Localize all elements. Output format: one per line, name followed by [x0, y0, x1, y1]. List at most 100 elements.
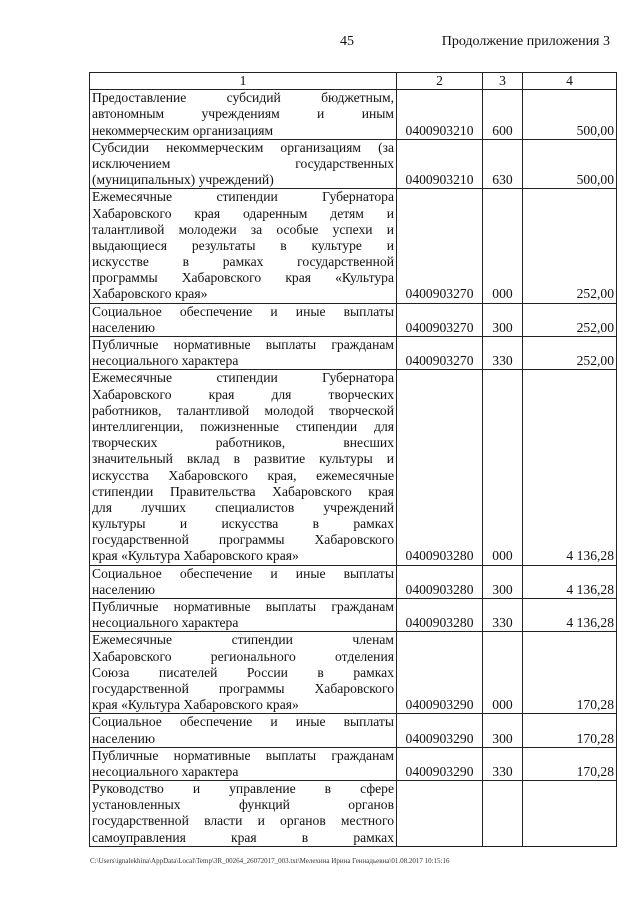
appendix-continuation: Продолжение приложения 3 — [441, 34, 610, 49]
description-line: творческих работников, внесших — [92, 435, 394, 451]
description-line: для лучших специалистов учреждений — [92, 499, 394, 515]
amount: 500,00 — [522, 138, 617, 190]
table-row: Ежемесячные стипендии Губернатора Хабаров… — [89, 188, 617, 304]
row-description: Социальное обеспечение и иные выплаты нас… — [89, 302, 397, 338]
description-line: Публичные нормативные выплаты гражданам — [92, 747, 394, 763]
description-line: значительный вклад в развитие культуры и — [92, 451, 394, 467]
description-line: Публичные нормативные выплаты гражданам — [92, 599, 394, 615]
row-description: Социальное обеспечение и иные выплаты нас… — [89, 713, 397, 748]
description-line: программы Хабаровского края «Культура — [92, 270, 394, 286]
expense-type-code: 600 — [482, 89, 523, 140]
description-line: (муниципальных) учреждений) — [92, 172, 274, 188]
description-line: несоциального характера — [92, 763, 239, 779]
amount: 4 136,28 — [522, 598, 617, 633]
expense-type-code: 300 — [482, 302, 523, 338]
target-item-code: 0400903270 — [396, 302, 483, 338]
column-header-4: 4 — [522, 71, 617, 91]
amount: 252,00 — [522, 302, 617, 338]
description-line: Публичные нормативные выплаты гражданам — [92, 337, 394, 353]
table-row: Субсидии некоммерческим организациям (за… — [89, 138, 617, 190]
description-line: государственной программы Хабаровского — [92, 532, 394, 548]
table-row: Предоставление субсидий бюджетным, автоно… — [89, 89, 617, 140]
row-description: Руководство и управление в сфере установл… — [89, 780, 397, 847]
description-line: Предоставление субсидий бюджетным, — [92, 90, 394, 106]
expense-type-code: 330 — [482, 336, 523, 371]
amount: 500,00 — [522, 89, 617, 140]
page-number: 45 — [340, 34, 354, 49]
target-item-code — [396, 780, 483, 847]
amount — [522, 780, 617, 847]
row-description: Социальное обеспечение и иные выплаты нас… — [89, 564, 397, 600]
table-row: Социальное обеспечение и иные выплаты нас… — [89, 564, 617, 600]
table-row: Руководство и управление в сфере установл… — [89, 780, 617, 847]
budget-table: 1 2 3 4 Предоставление субсидий бюджетны… — [89, 71, 617, 847]
column-header-2: 2 — [396, 71, 483, 91]
amount: 170,28 — [522, 713, 617, 748]
description-line: Ежемесячные стипендии членам — [92, 632, 394, 648]
amount: 170,28 — [522, 746, 617, 782]
description-line: Хабаровского края для творческих — [92, 386, 394, 402]
description-line: несоциального характера — [92, 353, 239, 369]
description-line: интеллигенции, пожизненные стипендии для — [92, 418, 394, 434]
row-description: Ежемесячные стипендии Губернатора Хабаров… — [89, 369, 397, 566]
target-item-code: 0400903280 — [396, 369, 483, 566]
target-item-code: 0400903290 — [396, 631, 483, 715]
row-description: Ежемесячные стипендии членам Хабаровского… — [89, 631, 397, 715]
description-line: населению — [92, 730, 156, 746]
description-line: Ежемесячные стипендии Губернатора — [92, 370, 394, 386]
description-line: культуры и искусства в рамках — [92, 516, 394, 532]
amount: 170,28 — [522, 631, 617, 715]
description-line: талантливой молодежи за особые успехи и — [92, 221, 394, 237]
table-row: Публичные нормативные выплаты гражданам н… — [89, 598, 617, 633]
row-description: Публичные нормативные выплаты гражданам н… — [89, 746, 397, 782]
description-line: выдающиеся результаты в культуре и — [92, 237, 394, 253]
expense-type-code: 000 — [482, 188, 523, 304]
description-line: несоциального характера — [92, 615, 239, 631]
amount: 4 136,28 — [522, 369, 617, 566]
description-line: Социальное обеспечение и иные выплаты — [92, 714, 394, 730]
row-description: Предоставление субсидий бюджетным, автоно… — [89, 89, 397, 140]
target-item-code: 0400903270 — [396, 188, 483, 304]
table-row: Социальное обеспечение и иные выплаты нас… — [89, 302, 617, 338]
description-line: установленных функций органов — [92, 797, 394, 813]
description-line: Руководство и управление в сфере — [92, 781, 394, 797]
amount: 252,00 — [522, 336, 617, 371]
target-item-code: 0400903210 — [396, 138, 483, 190]
description-line: стипендии Правительства Хабаровского кра… — [92, 483, 394, 499]
expense-type-code: 000 — [482, 631, 523, 715]
expense-type-code: 330 — [482, 746, 523, 782]
expense-type-code: 630 — [482, 138, 523, 190]
amount: 4 136,28 — [522, 564, 617, 600]
description-line: Хабаровского регионального отделения — [92, 648, 394, 664]
expense-type-code: 300 — [482, 713, 523, 748]
target-item-code: 0400903290 — [396, 713, 483, 748]
expense-type-code: 330 — [482, 598, 523, 633]
target-item-code: 0400903280 — [396, 564, 483, 600]
description-line: края «Культура Хабаровского края» — [92, 697, 299, 713]
description-line: населению — [92, 319, 156, 335]
description-line: искусства Хабаровского края, ежемесячные — [92, 467, 394, 483]
row-description: Публичные нормативные выплаты гражданам н… — [89, 598, 397, 633]
description-line: Ежемесячные стипендии Губернатора — [92, 189, 394, 205]
row-description: Субсидии некоммерческим организациям (за… — [89, 138, 397, 190]
table-row: Социальное обеспечение и иные выплаты нас… — [89, 713, 617, 748]
table-row: Публичные нормативные выплаты гражданам н… — [89, 336, 617, 371]
row-description: Публичные нормативные выплаты гражданам н… — [89, 336, 397, 371]
description-line: самоуправления края в рамках — [92, 829, 394, 845]
description-line: некоммерческим организациям — [92, 122, 274, 138]
expense-type-code: 300 — [482, 564, 523, 600]
description-line: края «Культура Хабаровского края» — [92, 548, 299, 564]
table-row: Публичные нормативные выплаты гражданам н… — [89, 746, 617, 782]
expense-type-code: 000 — [482, 369, 523, 566]
column-header-3: 3 — [482, 71, 523, 91]
description-line: государственной власти и органов местног… — [92, 813, 394, 829]
description-line: исключением государственных — [92, 155, 394, 171]
description-line: работников, талантливой молодой творческ… — [92, 402, 394, 418]
table-row: Ежемесячные стипендии членам Хабаровского… — [89, 631, 617, 715]
description-line: искусстве в рамках государственной — [92, 254, 394, 270]
target-item-code: 0400903290 — [396, 746, 483, 782]
description-line: автономным учреждениям и иным — [92, 106, 394, 122]
description-line: государственной программы Хабаровского — [92, 680, 394, 696]
description-line: населению — [92, 581, 156, 597]
target-item-code: 0400903270 — [396, 336, 483, 371]
